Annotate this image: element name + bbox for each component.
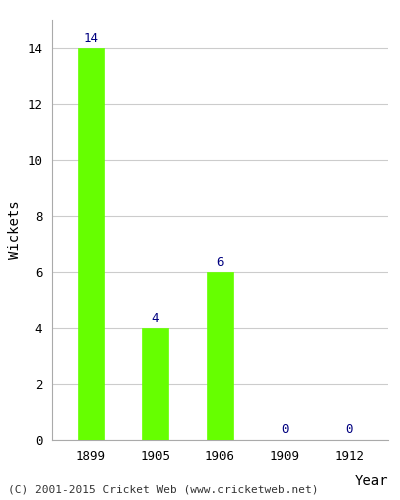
Bar (207, 272, 233, 440)
Y-axis label: Wickets: Wickets (8, 200, 22, 260)
Text: 0: 0 (346, 423, 353, 436)
Text: (C) 2001-2015 Cricket Web (www.cricketweb.net): (C) 2001-2015 Cricket Web (www.cricketwe… (8, 485, 318, 495)
Text: 6: 6 (216, 256, 224, 269)
Bar (142, 328, 168, 440)
Text: 14: 14 (83, 32, 98, 45)
Text: 0: 0 (281, 423, 288, 436)
Text: Year: Year (354, 474, 388, 488)
Bar (78, 48, 104, 440)
Text: 4: 4 (152, 312, 159, 325)
